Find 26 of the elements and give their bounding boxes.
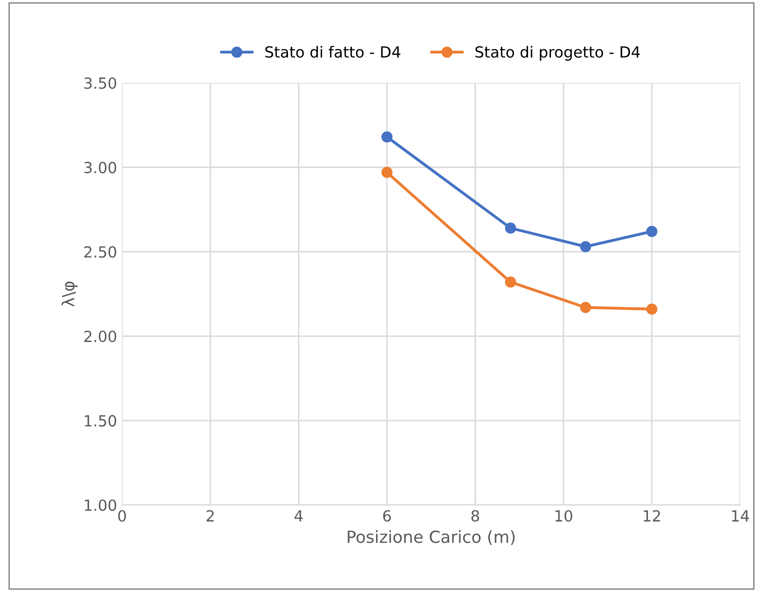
x-tick-label: 0 <box>118 510 126 522</box>
y-axis-title: λ\φ <box>62 282 78 307</box>
point <box>580 302 592 313</box>
y-tick-label: 1.50 <box>84 415 116 427</box>
y-tick-label: 3.00 <box>84 162 116 174</box>
x-tick-label: 4 <box>294 510 303 522</box>
x-tick-label: 14 <box>732 510 749 522</box>
x-axis-title: Posizione Carico (m) <box>348 530 515 546</box>
y-tick-label: 1.00 <box>84 499 116 511</box>
x-tick-label: 6 <box>383 510 391 522</box>
y-tick-label: 2.00 <box>84 330 116 342</box>
legend-label: Stato di fatto - D4 <box>265 46 400 58</box>
x-tick-label: 12 <box>644 510 660 522</box>
legend-label: Stato di progetto - D4 <box>475 46 640 61</box>
x-tick-label: 2 <box>206 510 214 522</box>
point <box>505 276 516 288</box>
x-tick-label: 8 <box>471 510 480 522</box>
y-tick-label: 3.50 <box>84 77 116 89</box>
point <box>505 222 516 234</box>
x-tick-label: 10 <box>555 510 572 522</box>
point <box>381 166 393 178</box>
point <box>580 241 592 252</box>
point <box>646 226 658 238</box>
y-tick-label: 2.50 <box>84 246 116 258</box>
point <box>646 304 658 315</box>
point <box>381 131 393 142</box>
